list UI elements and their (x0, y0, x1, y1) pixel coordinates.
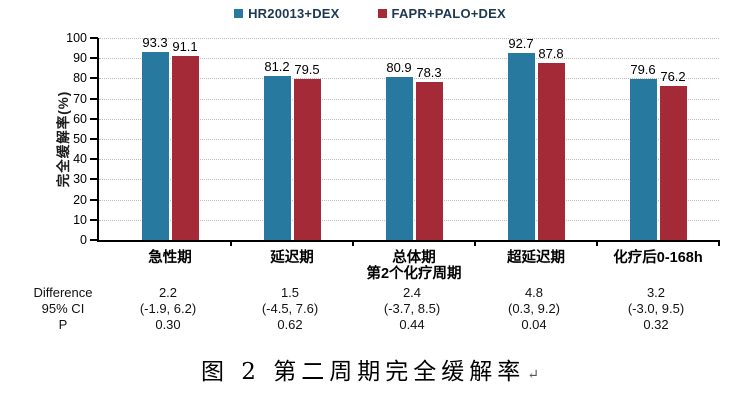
x-category-line: 第2个化疗周期 (366, 266, 462, 282)
stats-value: (-1.9, 6.2) (139, 301, 197, 316)
y-tick-label: 40 (73, 152, 87, 167)
x-category-line: 总体期 (392, 250, 436, 266)
y-tick-label: 50 (73, 132, 87, 146)
x-axis-tick (474, 240, 476, 246)
stats-value: (-4.5, 7.6) (261, 301, 319, 316)
bar-value-label: 81.2 (264, 58, 290, 74)
stats-row-label: 95% CI (41, 301, 85, 316)
x-category-label: 化疗后0-168h (583, 250, 733, 266)
legend-item-fapr: FAPR+PALO+DEX (377, 6, 506, 21)
y-tick-label: 90 (73, 51, 87, 66)
y-tick-label: 0 (80, 233, 87, 247)
x-axis-tick (230, 240, 232, 246)
legend-swatch-red-icon (377, 9, 387, 18)
stats-value: 4.8 (524, 285, 544, 300)
stats-value: 0.44 (399, 317, 425, 332)
legend-swatch-teal-icon (234, 9, 244, 18)
gridline (99, 58, 719, 60)
y-tick-label: 20 (73, 192, 87, 207)
y-tick-label: 100 (66, 31, 87, 45)
stats-row-p: P 0.30 0.62 0.44 0.04 0.32 (0, 317, 740, 333)
bar-hr20013-4 (629, 79, 657, 240)
legend-label-hr20013: HR20013+DEX (248, 6, 340, 21)
y-axis-tick (90, 57, 98, 60)
stats-row-label: P (58, 317, 68, 332)
y-axis-tick (90, 138, 98, 140)
bar-value-label: 91.1 (172, 38, 198, 54)
y-axis-tick (90, 37, 98, 39)
stats-value: (0.3, 9.2) (507, 301, 561, 316)
stats-value: (-3.7, 8.5) (383, 301, 441, 316)
stats-row-difference: Difference 2.2 1.5 2.4 4.8 3.2 (0, 285, 740, 301)
stats-value: 0.32 (643, 317, 669, 332)
stats-value: (-3.0, 9.5) (627, 301, 685, 316)
y-tick-label: 60 (73, 111, 87, 126)
bar-value-label: 87.8 (538, 45, 564, 61)
bar-fapr-4 (659, 86, 687, 240)
figure-caption-text: 图 2 第二周期完全缓解率 (201, 359, 526, 385)
legend-label-fapr: FAPR+PALO+DEX (391, 6, 506, 21)
x-axis-tick (352, 240, 354, 246)
y-tick-label: 10 (73, 212, 87, 227)
bar-hr20013-2 (385, 76, 413, 240)
bar-value-label: 76.2 (660, 69, 686, 85)
stats-row-label: Difference (33, 285, 93, 300)
bar-fapr-2 (415, 81, 443, 240)
bar-fapr-0 (171, 55, 199, 240)
y-axis-tick (90, 198, 98, 201)
legend-item-hr20013: HR20013+DEX (234, 6, 339, 21)
bar-fapr-3 (537, 62, 565, 240)
chart-legend: HR20013+DEX FAPR+PALO+DEX (0, 6, 740, 21)
x-axis-tick (596, 240, 598, 246)
bar-value-label: 78.3 (416, 64, 442, 80)
y-axis-tick (90, 158, 98, 161)
y-axis-tick (90, 239, 98, 241)
stats-value: 2.2 (158, 285, 178, 300)
y-axis-tick (90, 218, 98, 221)
gridline (99, 38, 719, 39)
x-category-label: 超延迟期 (461, 250, 611, 266)
x-category-line: 化疗后0-168h (613, 250, 703, 266)
y-axis-tick (90, 97, 98, 100)
figure-caption: 图 2 第二周期完全缓解率 ↵ (0, 352, 740, 386)
y-tick-label: 80 (73, 71, 87, 86)
stats-value: 2.4 (402, 285, 422, 300)
bar-hr20013-3 (507, 52, 535, 240)
stats-value: 1.5 (280, 285, 300, 300)
plot-area: 0 10 20 30 40 50 60 70 80 90 100 93.3 81.2 80.9 92.7 79… (66, 32, 720, 282)
x-category-label: 总体期 第2个化疗周期 (339, 250, 489, 282)
x-category-line: 超延迟期 (507, 250, 565, 266)
y-tick-label: 70 (73, 91, 87, 106)
bar-hr20013-1 (263, 75, 291, 240)
stats-value: 0.04 (521, 317, 547, 332)
bar-value-label: 79.6 (630, 62, 656, 78)
y-axis-tick (90, 178, 98, 181)
paragraph-return-icon: ↵ (527, 367, 539, 383)
stats-value: 3.2 (646, 285, 666, 300)
x-category-label: 延迟期 (217, 250, 367, 266)
x-category-label: 急性期 (95, 250, 245, 266)
bar-hr20013-0 (141, 51, 169, 240)
x-axis-tick (718, 240, 720, 246)
bar-value-label: 93.3 (142, 34, 168, 50)
stats-value: 0.62 (277, 317, 303, 332)
stats-table: Difference 2.2 1.5 2.4 4.8 3.2 95% CI (-… (0, 285, 740, 333)
x-category-line: 急性期 (148, 250, 192, 266)
bar-value-label: 79.5 (294, 62, 320, 78)
x-category-line: 延迟期 (270, 250, 314, 266)
stats-row-ci: 95% CI (-1.9, 6.2) (-4.5, 7.6) (-3.7, 8.… (0, 301, 740, 317)
stats-value: 0.30 (155, 317, 181, 332)
bar-fapr-1 (293, 79, 321, 240)
y-tick-label: 30 (73, 172, 87, 187)
y-axis-tick (90, 77, 98, 80)
bar-value-label: 92.7 (508, 35, 534, 51)
y-axis-tick (90, 117, 98, 120)
bar-value-label: 80.9 (386, 59, 412, 75)
